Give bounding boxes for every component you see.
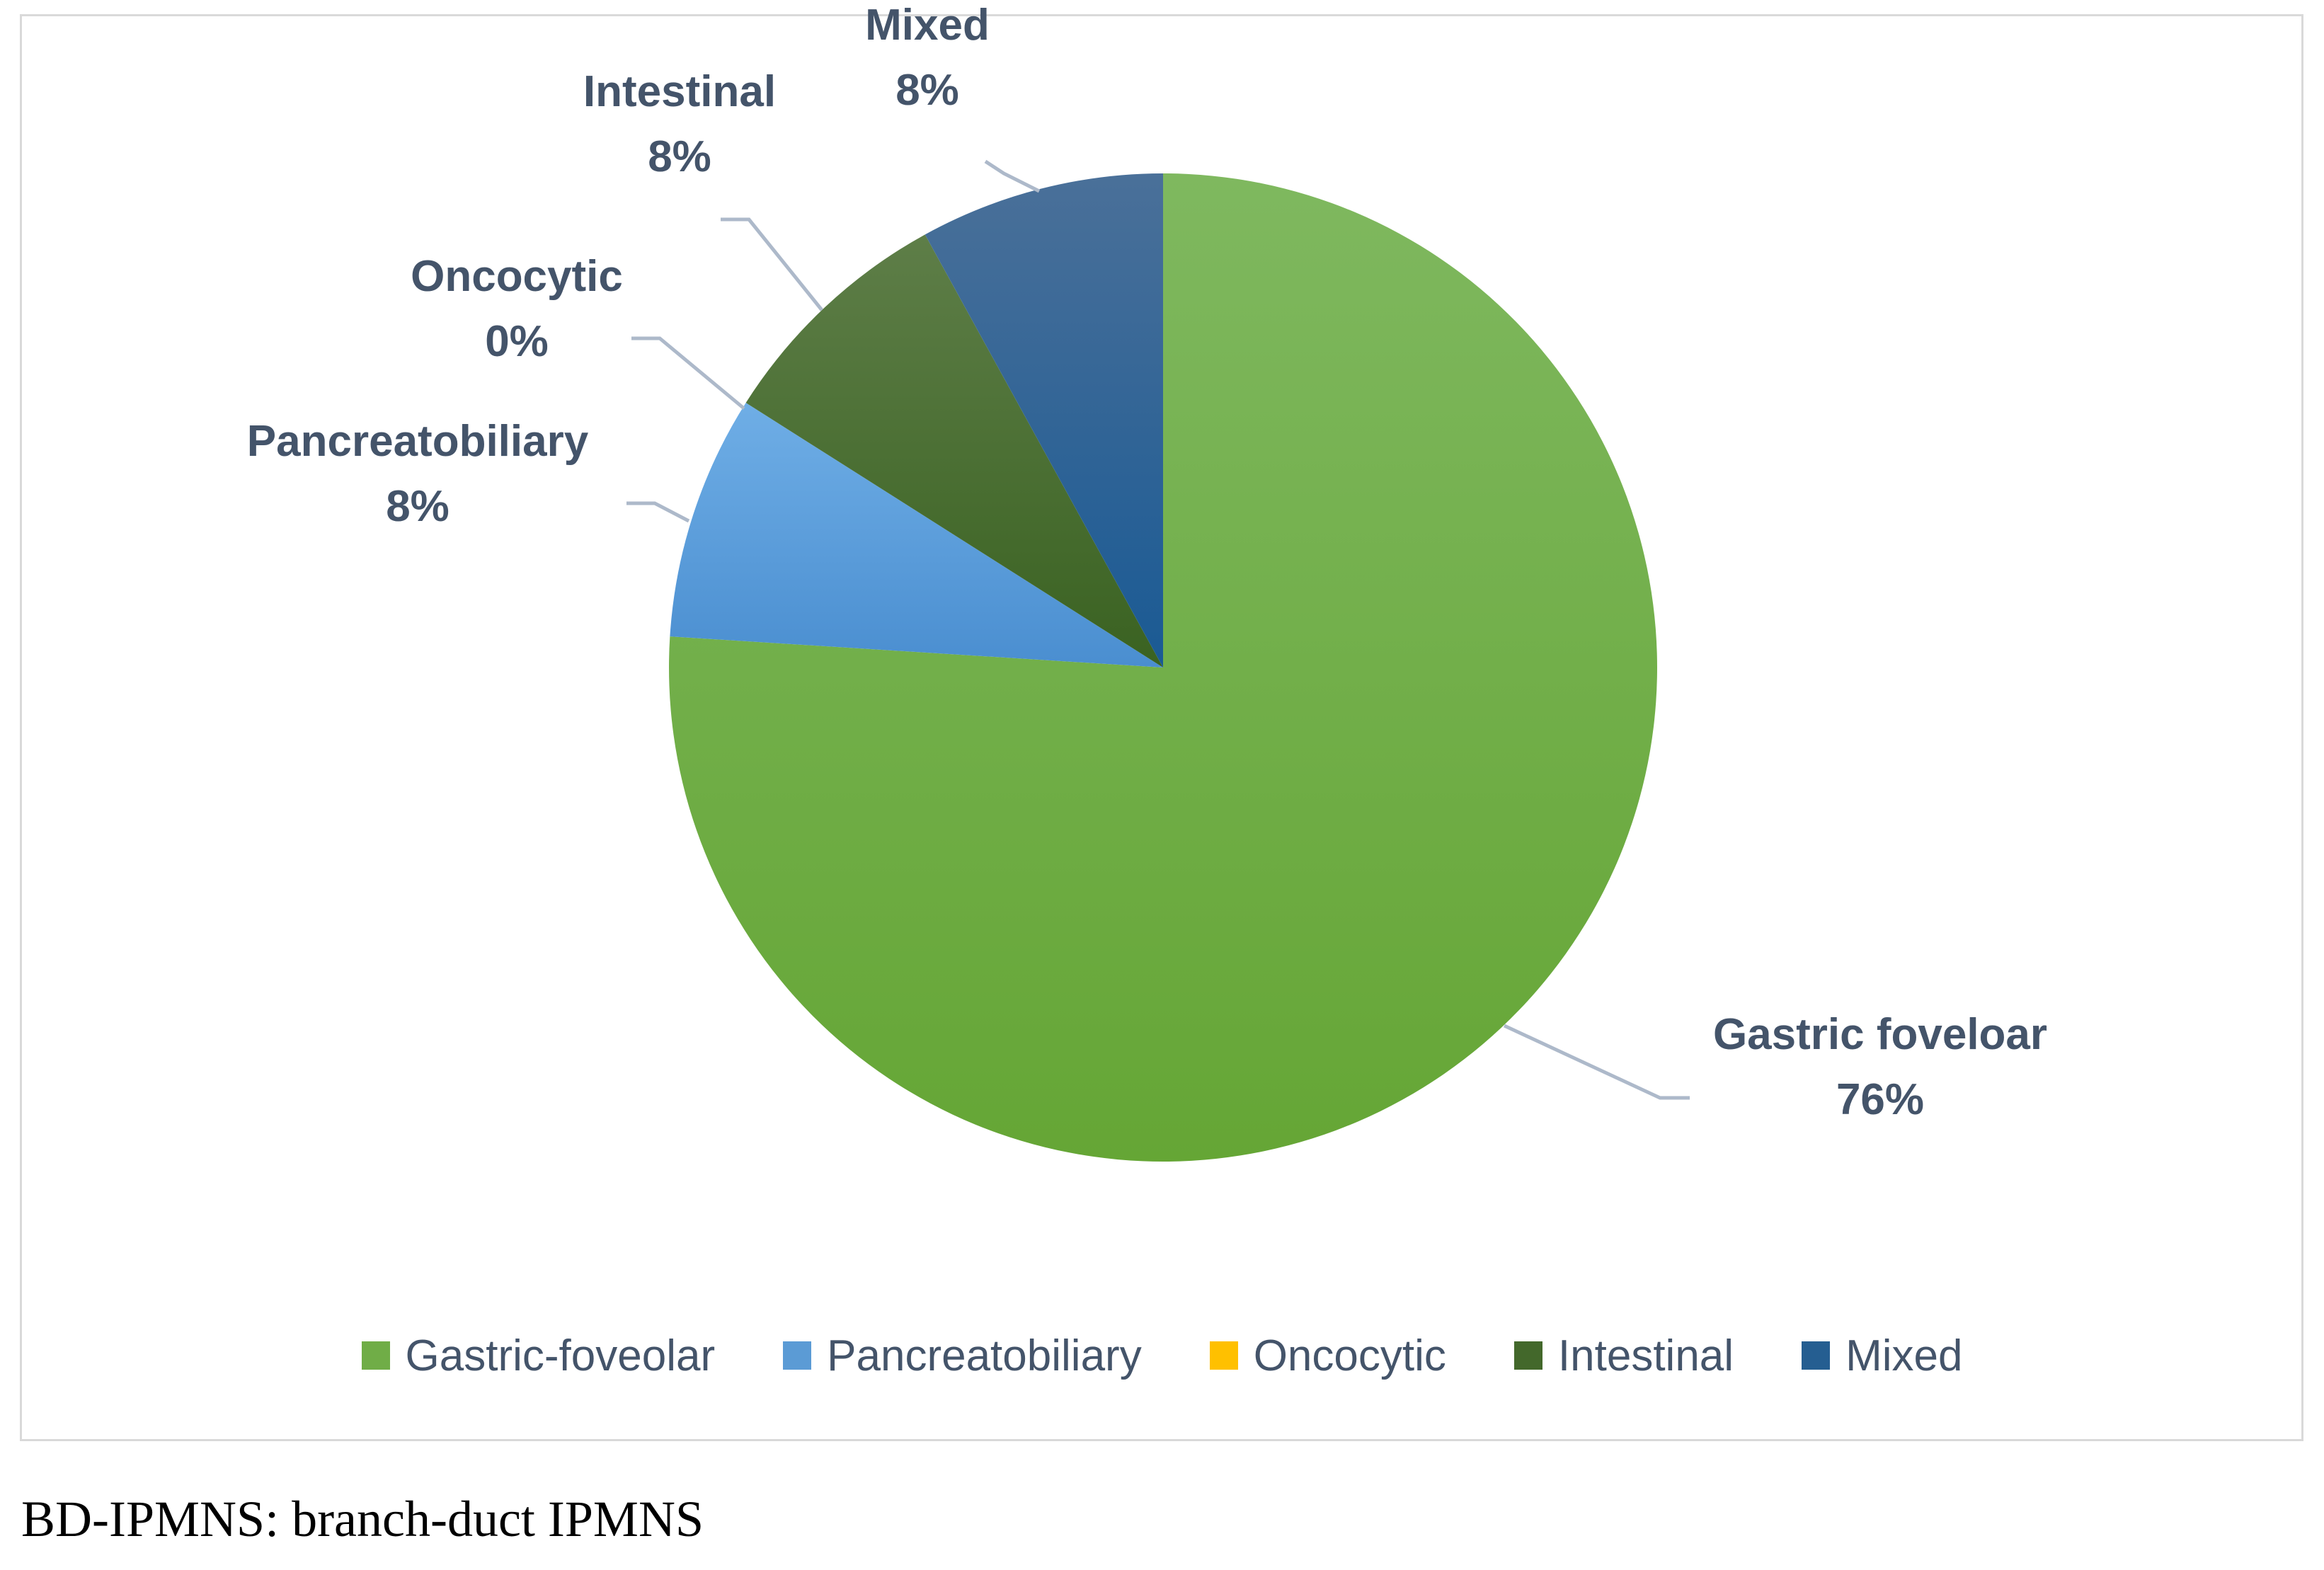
legend-item-intestinal: Intestinal bbox=[1513, 1331, 1734, 1381]
leader-line-gastric-foveolar bbox=[1503, 1024, 1690, 1100]
leader-line-mixed bbox=[984, 159, 1041, 193]
leader-line-intestinal bbox=[721, 217, 823, 311]
leader-line-oncocytic bbox=[631, 336, 745, 410]
legend-item-gastric-foveolar: Gastric-foveolar bbox=[361, 1331, 716, 1381]
figure-caption: BD-IPMNS: branch-duct IPMNS bbox=[21, 1491, 704, 1547]
pie-slice-pancreatobiliary bbox=[670, 402, 1163, 667]
data-label-mixed: Mixed 8% bbox=[865, 1, 990, 115]
legend-item-oncocytic: Oncocytic bbox=[1209, 1331, 1446, 1381]
legend: Gastric-foveolar Pancreatobiliary Oncocyti… bbox=[0, 1327, 2324, 1384]
legend-item-pancreatobiliary: Pancreatobiliary bbox=[783, 1331, 1142, 1381]
data-label-pancreatobiliary: Pancreatobiliary 8% bbox=[247, 417, 589, 531]
legend-item-mixed: Mixed bbox=[1802, 1331, 1962, 1381]
legend-label: Gastric-foveolar bbox=[405, 1331, 716, 1380]
data-label-gastric-foveolar: Gastric foveloar 76% bbox=[1713, 1010, 2047, 1124]
legend-label: Mixed bbox=[1845, 1331, 1963, 1380]
legend-swatch bbox=[1802, 1341, 1831, 1370]
legend-swatch bbox=[361, 1341, 390, 1370]
data-label-intestinal: Intestinal 8% bbox=[583, 67, 776, 181]
pie-slice-intestinal bbox=[745, 234, 1163, 667]
legend-swatch bbox=[1209, 1341, 1238, 1370]
legend-label: Intestinal bbox=[1557, 1331, 1734, 1380]
legend-label: Oncocytic bbox=[1253, 1331, 1446, 1380]
legend-swatch bbox=[1513, 1341, 1542, 1370]
leader-line-pancreatobiliary bbox=[626, 501, 690, 523]
data-label-oncocytic: Oncocytic 0% bbox=[411, 252, 623, 366]
legend-swatch bbox=[783, 1341, 812, 1370]
legend-label: Pancreatobiliary bbox=[827, 1331, 1142, 1380]
pie-slice-mixed bbox=[925, 173, 1163, 667]
